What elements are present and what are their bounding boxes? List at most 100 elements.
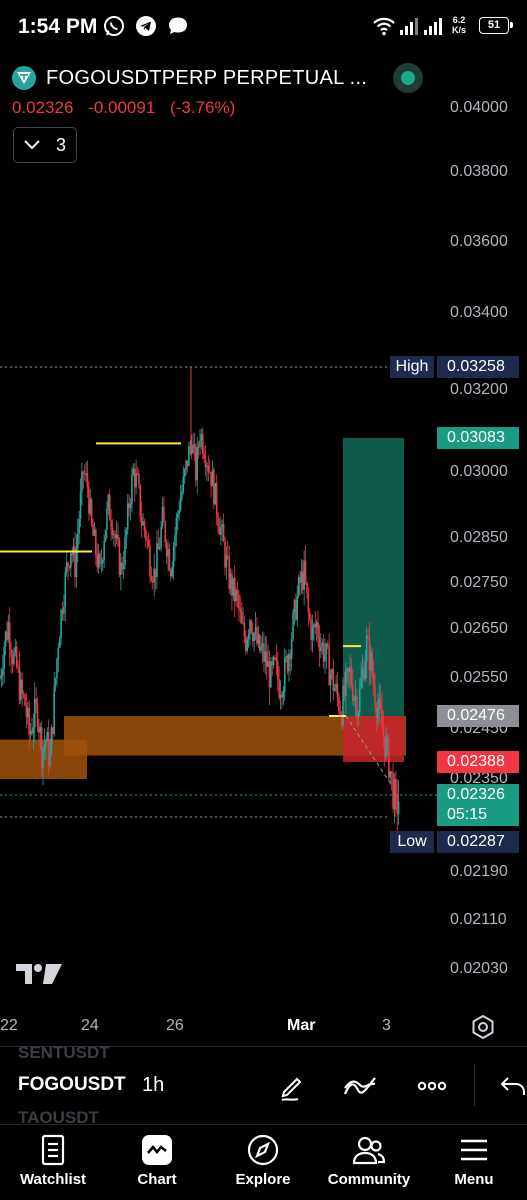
- symbol-header[interactable]: FOGOUSDTPERP PERPETUAL ...: [12, 64, 367, 92]
- indicators-icon[interactable]: [342, 1070, 378, 1102]
- candle-body: [81, 471, 83, 493]
- candle-body: [267, 661, 269, 667]
- price-axis-label: 0.02190: [450, 863, 508, 880]
- candle-body: [217, 515, 219, 527]
- nav-watchlist[interactable]: Watchlist: [8, 1130, 98, 1194]
- candle-body: [278, 679, 280, 698]
- candle-body: [149, 546, 151, 577]
- symbol-title[interactable]: FOGOUSDTPERP PERPETUAL ...: [46, 66, 368, 89]
- candle-body: [196, 446, 199, 481]
- candle-body: [308, 612, 311, 620]
- nav-community[interactable]: Community: [324, 1130, 414, 1194]
- candle-body: [63, 606, 65, 614]
- candle-body: [279, 694, 282, 698]
- candle-body: [361, 668, 364, 678]
- candle-body: [213, 469, 215, 505]
- battery-icon: 51: [479, 17, 513, 34]
- candle-body: [21, 679, 24, 694]
- tradingview-logo-icon[interactable]: [16, 962, 62, 986]
- candle-body: [295, 599, 297, 620]
- candle-body: [43, 744, 46, 749]
- chart-settings-icon[interactable]: [470, 1014, 496, 1040]
- candle-body: [32, 727, 35, 734]
- candlestick-chart[interactable]: [0, 56, 527, 1100]
- candle-body: [328, 647, 330, 686]
- candle-body: [324, 654, 326, 662]
- drawing-tools-icon[interactable]: [276, 1070, 308, 1102]
- network-speed: 6.2 K/s: [452, 15, 466, 35]
- compass-icon: [247, 1134, 279, 1166]
- candle-body: [303, 560, 305, 590]
- candle-body: [14, 646, 17, 653]
- candle-body: [20, 679, 22, 700]
- indicators-toggle-button[interactable]: 3: [13, 127, 77, 163]
- candle-body: [239, 608, 242, 612]
- candle-body: [246, 639, 249, 651]
- candle-body: [147, 540, 150, 547]
- candle-body: [306, 581, 308, 594]
- candle-body: [247, 633, 250, 640]
- price-axis-label: 0.03800: [450, 163, 508, 180]
- candle-body: [133, 468, 136, 488]
- candle-body: [26, 707, 29, 718]
- candle-body: [172, 546, 175, 567]
- signal-icon-2: [424, 18, 442, 35]
- candle-body: [92, 523, 94, 536]
- previous-symbol[interactable]: SENTUSDT: [18, 1043, 110, 1062]
- candle-body: [379, 698, 382, 710]
- candle-body: [253, 633, 255, 642]
- candle-body: [201, 433, 204, 454]
- candle-body: [78, 518, 80, 534]
- undo-icon[interactable]: [498, 1070, 527, 1102]
- candle-body: [104, 530, 107, 542]
- price-change: -0.00091: [88, 98, 156, 117]
- candle-body: [286, 655, 289, 672]
- candle-body: [17, 666, 19, 668]
- market-open-status-icon[interactable]: [393, 63, 423, 93]
- candle-body: [40, 727, 43, 768]
- chart-icon: [142, 1135, 172, 1165]
- candle-body: [58, 638, 61, 649]
- candle-body: [142, 521, 144, 526]
- nav-menu[interactable]: Menu: [429, 1130, 519, 1194]
- candle-body: [283, 657, 286, 692]
- candle-body: [153, 568, 155, 583]
- candle-body: [370, 652, 372, 671]
- candle-body: [254, 627, 257, 634]
- next-symbol[interactable]: TAOUSDT: [18, 1108, 99, 1127]
- telegram-icon: [136, 16, 156, 36]
- candle-body: [85, 473, 87, 475]
- nav-chart[interactable]: Chart: [112, 1130, 202, 1194]
- candle-body: [397, 801, 400, 814]
- toolbar-divider: [0, 1046, 527, 1047]
- candle-body: [143, 521, 146, 531]
- candle-body: [376, 707, 379, 718]
- candle-body: [206, 465, 208, 468]
- candle-body: [114, 533, 117, 539]
- toolbar-symbol[interactable]: FOGOUSDT: [18, 1074, 126, 1095]
- nav-explore[interactable]: Explore: [218, 1130, 308, 1194]
- candle-body: [261, 643, 264, 648]
- time-axis-label: 26: [166, 1017, 184, 1034]
- candle-body: [314, 624, 317, 628]
- candle-body: [304, 560, 307, 582]
- interval-button[interactable]: 1h: [142, 1074, 165, 1096]
- candle-body: [95, 529, 97, 555]
- candle-body: [160, 526, 162, 547]
- nav-watchlist-label: Watchlist: [19, 1171, 87, 1188]
- more-options-icon[interactable]: [416, 1070, 448, 1102]
- candle-body: [18, 667, 21, 700]
- candle-body: [365, 635, 368, 662]
- chart-area[interactable]: [0, 56, 527, 1100]
- candle-body: [151, 580, 154, 583]
- candle-body: [313, 624, 315, 627]
- candle-body: [285, 655, 287, 658]
- candle-body: [22, 693, 25, 695]
- candle-body: [354, 696, 357, 699]
- candle-body: [0, 675, 3, 679]
- candle-body: [31, 730, 33, 734]
- candle-body: [342, 685, 344, 726]
- candle-body: [249, 620, 251, 634]
- candle-body: [110, 520, 112, 528]
- candle-body: [245, 636, 247, 651]
